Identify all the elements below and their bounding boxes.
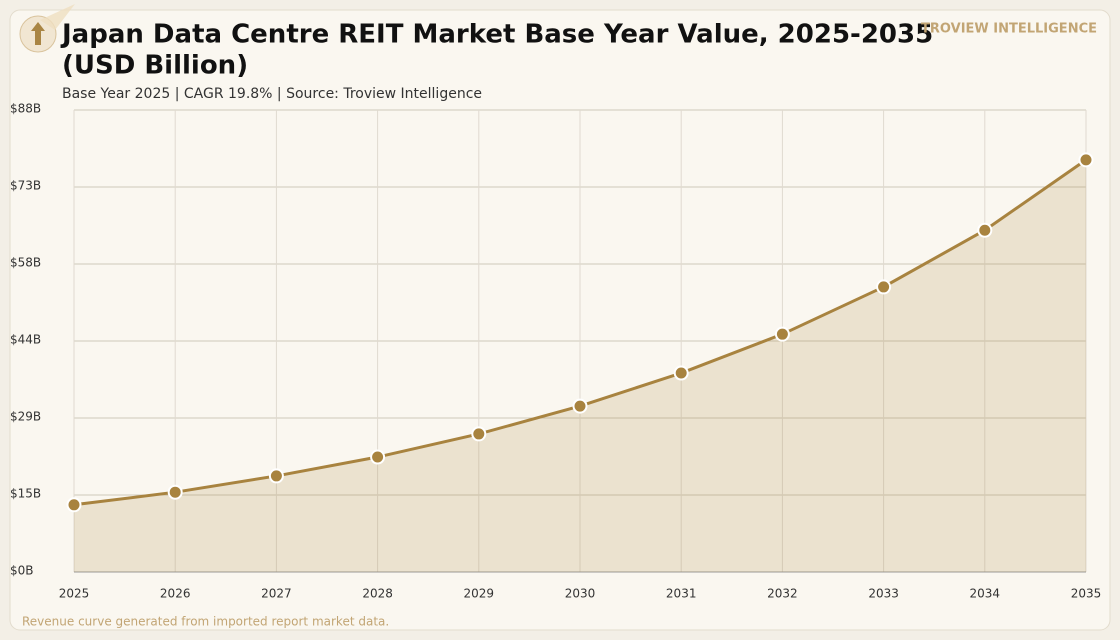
x-tick-label: 2035 (1071, 587, 1102, 601)
y-tick-label: $88B (10, 102, 41, 116)
logo (19, 4, 75, 53)
x-tick-label: 2028 (362, 587, 393, 601)
y-tick-label: $15B (10, 486, 41, 500)
y-tick-label: $0B (10, 564, 34, 578)
point (268, 468, 284, 484)
y-tick-label: $44B (10, 333, 41, 347)
x-tick-label: 2033 (868, 587, 899, 601)
footnote: Revenue curve generated from imported re… (22, 615, 389, 629)
chart-title: Japan Data Centre REIT Market Base Year … (60, 20, 933, 50)
point (66, 497, 82, 513)
x-tick-label: 2027 (261, 587, 292, 601)
x-tick-label: 2026 (160, 587, 191, 601)
point (876, 279, 892, 295)
x-tick-label: 2029 (464, 587, 495, 601)
y-tick-label: $58B (10, 255, 41, 269)
point (673, 365, 689, 381)
point (572, 398, 588, 414)
chart-subtitle: Base Year 2025 | CAGR 19.8% | Source: Tr… (62, 86, 482, 102)
point (1078, 152, 1094, 168)
x-tick-label: 2030 (565, 587, 596, 601)
x-tick-label: 2031 (666, 587, 697, 601)
point (774, 326, 790, 342)
point (977, 222, 993, 238)
y-tick-label: $29B (10, 410, 41, 424)
brand: TROVIEW INTELLIGENCE (921, 22, 1097, 37)
chart-title-line2: (USD Billion) (62, 51, 248, 81)
point (167, 484, 183, 500)
y-tick-label: $73B (10, 179, 41, 193)
area (74, 159, 1086, 572)
point (370, 449, 386, 465)
x-tick-label: 2025 (59, 587, 90, 601)
x-tick-label: 2034 (970, 587, 1001, 601)
point (471, 426, 487, 442)
x-tick-label: 2032 (767, 587, 798, 601)
